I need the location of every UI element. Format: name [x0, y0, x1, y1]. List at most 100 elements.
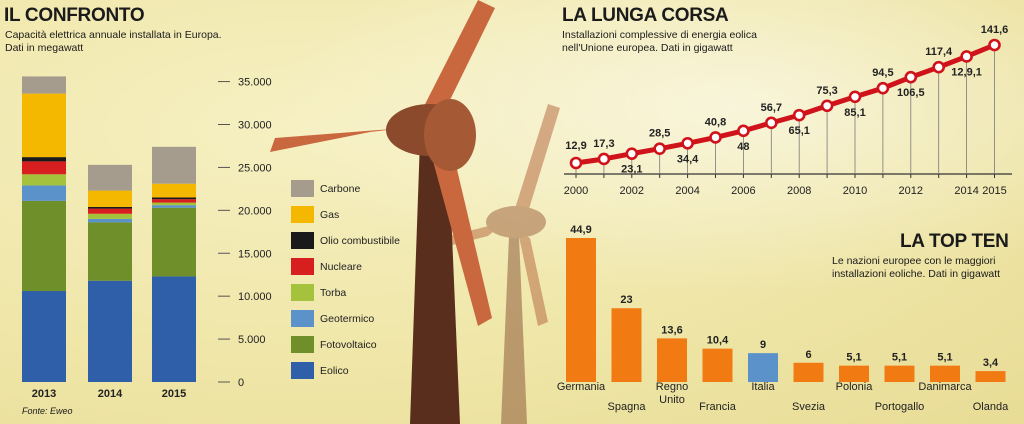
data-label: 34,4: [677, 153, 699, 165]
legend-swatch: [291, 180, 314, 197]
x-tick-label: 2015: [162, 388, 186, 400]
top-ten-subtitle-line: Le nazioni europee con le maggiori: [832, 255, 996, 267]
bar: [566, 238, 596, 382]
data-point: [988, 38, 1001, 52]
lunga-corsa-subtitle-line: nell'Unione europea. Dati in gigawatt: [562, 42, 733, 54]
y-tick-label: 0: [238, 377, 244, 389]
data-point: [960, 50, 973, 63]
y-tick-label: 10.000: [238, 291, 272, 303]
x-tick-label: 2004: [675, 185, 699, 197]
stack-segment: [22, 161, 66, 175]
stack-segment: [152, 183, 196, 198]
value-label: 5,1: [846, 352, 861, 364]
data-label: 12,9,1: [951, 66, 982, 78]
value-label: 10,4: [707, 335, 729, 347]
bar: [975, 371, 1006, 382]
main-turbine: [270, 0, 495, 424]
top-ten-title: LA TOP TEN: [900, 231, 1009, 252]
legend-swatch: [291, 362, 314, 379]
bar: [657, 338, 687, 382]
x-tick-label: 2014: [98, 388, 123, 400]
x-tick-label: 2013: [32, 388, 56, 400]
bar: [793, 362, 824, 382]
data-label: 23,1: [621, 164, 642, 176]
data-point: [820, 99, 834, 113]
confronto-subtitle-line: Dati in megawatt: [5, 42, 84, 54]
legend-label: Nucleare: [320, 261, 362, 273]
data-label: 48: [737, 141, 749, 153]
legend-swatch: [291, 284, 314, 301]
bar: [839, 365, 869, 382]
bar: [702, 348, 733, 382]
data-label: 17,3: [593, 138, 614, 150]
data-point: [681, 136, 694, 150]
stack-segment: [88, 208, 132, 214]
stack-segment: [22, 174, 66, 186]
lunga-corsa-subtitle: Installazioni complessive di energia eol…: [562, 29, 757, 55]
series-line: [575, 42, 996, 166]
y-tick-label: 25.000: [238, 162, 272, 174]
y-tick-label: 30.000: [238, 120, 272, 132]
data-label: 56,7: [761, 102, 782, 114]
data-point: [653, 142, 667, 155]
value-label: 5,1: [937, 352, 952, 364]
data-label: 117,4: [925, 46, 953, 58]
category-label: Polonia: [836, 381, 874, 393]
data-point: [932, 60, 946, 74]
bar: [611, 308, 642, 382]
data-label: 106,5: [897, 87, 925, 99]
bar: [884, 365, 915, 382]
legend-label: Carbone: [320, 183, 360, 195]
stack-segment: [152, 276, 196, 382]
value-label: 9: [760, 339, 766, 351]
x-tick-label: 2014: [954, 185, 978, 197]
stack-segment: [22, 291, 66, 382]
y-tick-label: 20.000: [238, 205, 272, 217]
stack-segment: [152, 205, 196, 208]
data-label: 12,9: [565, 140, 586, 152]
lunga-corsa-subtitle-line: Installazioni complessive di energia eol…: [562, 29, 757, 41]
confronto-title: IL CONFRONTO: [4, 5, 145, 26]
stack-segment: [88, 206, 132, 209]
stack-segment: [88, 280, 132, 382]
category-label: Danimarca: [918, 381, 972, 393]
top-ten-subtitle-line: installazioni eoliche. Dati in gigawatt: [832, 268, 1001, 280]
x-tick-label: 2012: [899, 185, 923, 197]
category-label: Svezia: [792, 401, 826, 413]
confronto-subtitle: Capacità elettrica annuale installata in…: [5, 29, 222, 55]
legend-label: Eolico: [320, 365, 349, 377]
data-point: [625, 147, 639, 160]
data-label: 85,1: [844, 107, 865, 119]
value-label: 3,4: [983, 357, 999, 369]
stacked-bar-chart: 2013 2014 2015 0 5.000 10.000 15.000 20.000 25.0…: [22, 76, 400, 400]
legend-swatch: [291, 232, 314, 249]
stack-segment: [88, 213, 132, 219]
value-label: 23: [620, 294, 632, 306]
stack-segment: [152, 202, 196, 206]
x-tick-label: 2000: [564, 185, 588, 197]
data-point: [848, 90, 862, 104]
data-label: 141,6: [981, 24, 1009, 36]
bar: [930, 365, 960, 382]
data-point: [792, 108, 806, 122]
legend-label: Fotovoltaico: [320, 339, 377, 351]
data-label: 75,3: [816, 85, 837, 97]
value-label: 13,6: [661, 324, 682, 336]
bar: [748, 353, 778, 382]
stack-segment: [88, 222, 132, 281]
legend-label: Geotermico: [320, 313, 374, 325]
stack-segment: [88, 164, 132, 191]
stack-segment: [88, 190, 132, 207]
x-tick-label: 2006: [731, 185, 755, 197]
data-label: 94,5: [872, 67, 893, 79]
data-point: [904, 70, 918, 84]
legend-label: Gas: [320, 209, 339, 221]
legend-swatch: [291, 206, 314, 223]
legend-label: Olio combustibile: [320, 235, 400, 247]
stack-segment: [152, 146, 196, 184]
y-tick-label: 5.000: [238, 334, 266, 346]
y-tick-label: 15.000: [238, 248, 272, 260]
